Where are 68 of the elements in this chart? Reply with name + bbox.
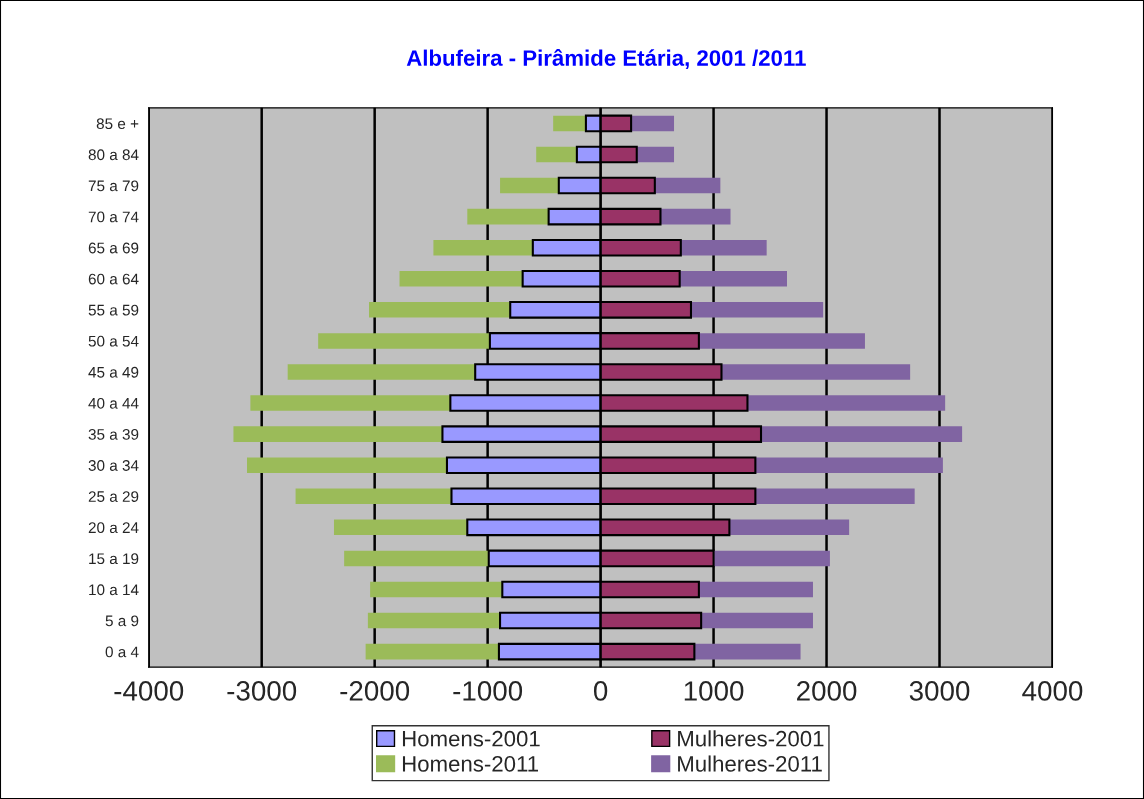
x-tick-label: -4000 xyxy=(114,681,184,701)
bar xyxy=(318,333,490,349)
bar xyxy=(365,643,499,660)
bar xyxy=(747,395,946,411)
bar xyxy=(701,612,813,629)
chart-title: Albufeira - Pirâmide Etária, 2001 /2011 xyxy=(406,49,806,70)
bar xyxy=(369,302,511,318)
x-tick-label: 0 xyxy=(593,681,608,701)
bar xyxy=(636,146,675,163)
y-tick-label: 80 a 84 xyxy=(88,149,139,161)
bar xyxy=(721,364,911,380)
bar xyxy=(333,519,468,536)
legend-label: Homens-2001 xyxy=(402,730,540,747)
bar xyxy=(694,643,801,660)
y-tick-label: 35 a 39 xyxy=(88,428,139,440)
y-tick-label: 25 a 29 xyxy=(88,491,139,502)
y-tick-label: 45 a 49 xyxy=(88,366,139,378)
bar xyxy=(654,177,721,194)
bar xyxy=(467,208,549,225)
bar xyxy=(295,488,452,505)
bar xyxy=(698,581,813,598)
bar xyxy=(660,208,731,225)
x-tick-label: 2000 xyxy=(797,681,857,701)
legend-label: Mulheres-2011 xyxy=(678,755,822,772)
legend-label: Homens-2011 xyxy=(402,756,539,772)
bar xyxy=(631,115,675,132)
bar xyxy=(761,426,963,442)
bar xyxy=(433,239,533,256)
y-tick-label: 85 e + xyxy=(96,118,139,130)
bar xyxy=(370,581,503,598)
bar xyxy=(233,426,443,442)
y-tick-label: 65 a 69 xyxy=(88,242,139,254)
x-tick-label: 4000 xyxy=(1022,681,1083,701)
y-tick-label: 55 a 59 xyxy=(88,304,139,316)
y-tick-label: 10 a 14 xyxy=(89,584,139,596)
bar xyxy=(690,302,824,318)
bar xyxy=(344,550,489,567)
y-tick-label: 20 a 24 xyxy=(88,522,139,534)
x-tick-label: 3000 xyxy=(909,681,970,701)
y-tick-label: 50 a 54 xyxy=(88,335,139,347)
bar xyxy=(755,488,915,505)
y-tick-label: 60 a 64 xyxy=(88,273,139,285)
y-tick-label: 75 a 79 xyxy=(88,180,139,192)
bar xyxy=(250,395,451,411)
bar xyxy=(755,457,943,473)
y-tick-label: 15 a 19 xyxy=(89,553,139,565)
y-tick-label: 40 a 44 xyxy=(88,397,139,409)
x-tick-label: -1000 xyxy=(453,681,523,701)
bar xyxy=(399,270,523,287)
bar xyxy=(680,239,767,256)
y-tick-label: 0 a 4 xyxy=(105,646,139,658)
legend-label: Mulheres-2001 xyxy=(678,730,824,747)
bar xyxy=(536,146,577,163)
bar xyxy=(500,177,559,194)
bar xyxy=(367,612,501,629)
bar xyxy=(713,550,830,567)
y-tick-label: 70 a 74 xyxy=(88,211,139,223)
bar xyxy=(698,333,865,349)
y-tick-label: 30 a 34 xyxy=(88,460,139,471)
bar xyxy=(553,115,586,132)
bar xyxy=(679,270,787,287)
x-tick-label: -3000 xyxy=(227,681,297,701)
x-tick-label: 1000 xyxy=(684,681,744,701)
bar xyxy=(287,364,476,380)
x-tick-label: -2000 xyxy=(340,681,410,701)
y-tick-label: 5 a 9 xyxy=(105,615,139,627)
bar xyxy=(247,457,447,473)
bar xyxy=(729,519,850,536)
